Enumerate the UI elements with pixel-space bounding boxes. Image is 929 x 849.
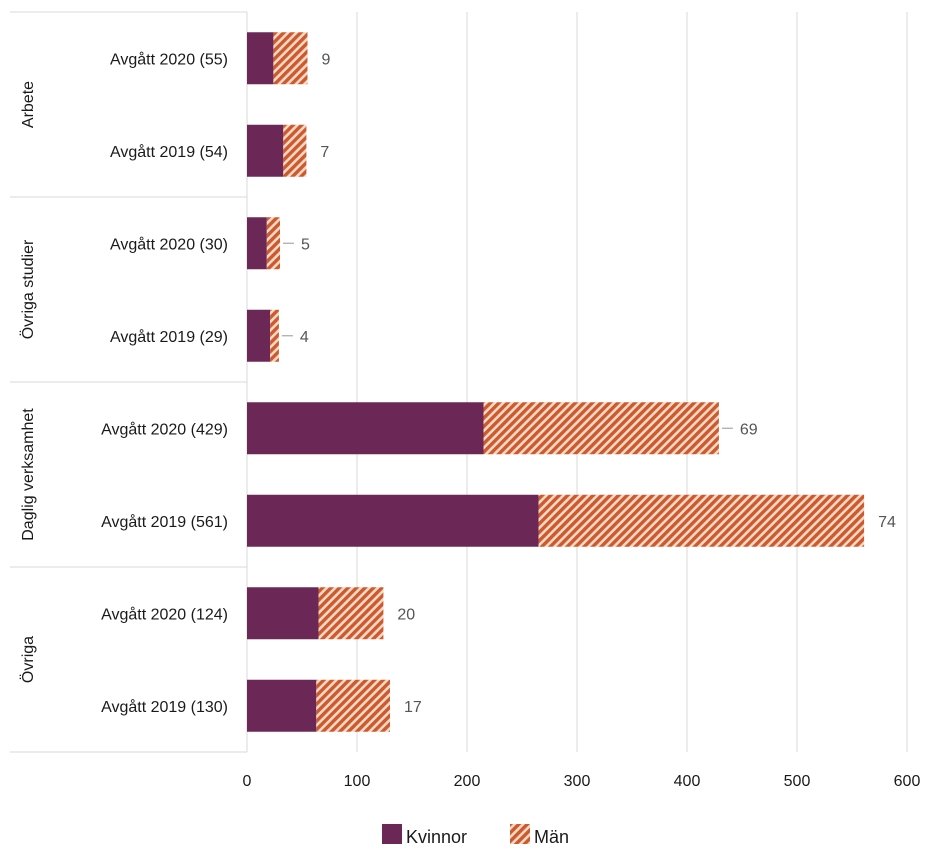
row-label: Avgått 2019 (561) [101,513,228,531]
bar-women [247,494,539,547]
row-label: Avgått 2020 (124) [101,605,228,623]
bar-women [247,679,317,732]
x-tick-label: 300 [564,773,591,790]
legend-label-women: Kvinnor [406,827,467,847]
bar-women [247,587,319,640]
bar-men [283,124,307,177]
bar-men [273,32,308,85]
group-label: Övriga studier [19,239,37,339]
bar-annotation: 20 [397,606,415,623]
legend-swatch-men [510,824,530,844]
row-label: Avgått 2019 (54) [110,143,228,161]
category-separators [10,11,247,753]
bar-men [266,217,280,270]
x-tick-label: 0 [243,773,252,790]
legend-label-men: Män [534,827,569,847]
row-label: Avgått 2020 (30) [110,235,228,253]
x-tick-label: 100 [344,773,371,790]
bar-women [247,402,484,455]
bar-annotation: 74 [878,514,896,531]
bar-women [247,32,274,85]
bar-annotation: 17 [404,699,422,716]
bar-men [483,402,719,455]
group-label: Arbete [20,81,37,128]
bar-annotation: 69 [740,421,758,438]
group-labels: Arbete Övriga studier Daglig verksamhet Övr… [19,81,37,683]
x-tick-label: 600 [894,773,921,790]
x-axis-ticks: 0 100 200 300 400 500 600 [243,773,921,790]
bar-men [316,679,390,732]
bar-annotation: 5 [301,236,310,253]
bars: 9 7 5 4 69 74 20 17 [247,32,896,732]
x-tick-label: 200 [454,773,481,790]
row-label: Avgått 2019 (130) [101,698,228,716]
legend: Kvinnor Män [382,824,569,847]
row-label: Avgått 2020 (429) [101,420,228,438]
x-tick-label: 400 [674,773,701,790]
legend-swatch-women [382,824,402,844]
group-label: Daglig verksamhet [20,408,37,541]
row-label: Avgått 2020 (55) [110,50,228,68]
bar-women [247,309,271,362]
bar-annotation: 4 [300,329,309,346]
gridlines [246,12,908,752]
bar-annotation: 7 [320,144,329,161]
group-label: Övriga [19,636,37,683]
bar-men [270,309,279,362]
bar-men [538,494,865,547]
bar-women [247,124,284,177]
bar-men [318,587,384,640]
x-tick-label: 500 [784,773,811,790]
bar-annotation: 9 [322,51,331,68]
row-labels: Avgått 2020 (55) Avgått 2019 (54) Avgått 2… [101,50,228,716]
row-label: Avgått 2019 (29) [110,328,228,346]
bar-women [247,217,267,270]
